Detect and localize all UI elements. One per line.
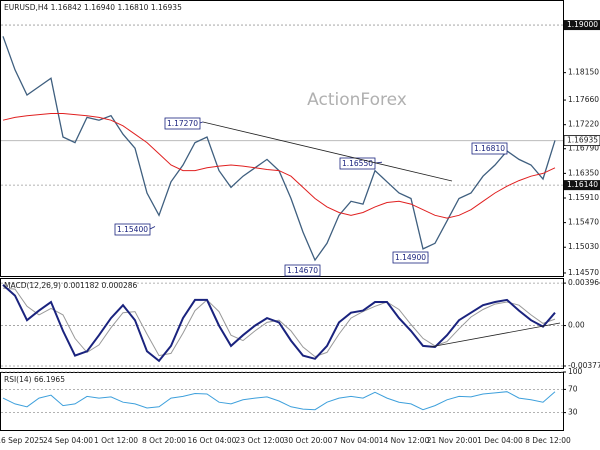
callout-connector — [149, 226, 156, 230]
callout-label: 1.15400 — [117, 225, 148, 234]
level-box — [564, 20, 600, 31]
callout-box — [114, 223, 151, 236]
series-line — [2, 287, 556, 358]
y-tick-label: 1.16790 — [568, 144, 599, 153]
y-tick-label: 1.15470 — [568, 218, 599, 227]
x-tick-label: 30 Oct 20:00 — [284, 436, 333, 445]
panel-title: MACD(12,26,9) 0.001182 0.000286 — [4, 281, 138, 290]
trendline — [429, 322, 561, 348]
x-tick-label: 21 Nov 20:00 — [427, 436, 478, 445]
callout-label: 1.16550 — [342, 159, 373, 168]
callout-label: 1.17270 — [167, 119, 198, 128]
x-tick-label: 7 Nov 04:00 — [333, 436, 379, 445]
x-tick-label: 24 Sep 04:00 — [43, 436, 93, 445]
level-box — [564, 180, 600, 191]
y-tick-label: 1.16350 — [568, 168, 599, 177]
series-line — [2, 284, 556, 363]
y-tick-label: 1.17220 — [568, 120, 599, 129]
x-tick-label: 8 Dec 12:00 — [525, 436, 571, 445]
series-line — [2, 391, 556, 411]
x-tick-label: 1 Oct 12:00 — [94, 436, 138, 445]
panel-title: RSI(14) 66.1965 — [4, 375, 65, 384]
callout-box — [164, 117, 201, 130]
current-price-box — [563, 135, 600, 147]
x-tick-label: 14 Nov 12:00 — [379, 436, 430, 445]
x-tick-label: 1 Dec 04:00 — [477, 436, 523, 445]
y-tick-label: 70 — [568, 384, 578, 393]
panel-frame — [0, 372, 564, 431]
level-label: 1.19000 — [567, 20, 598, 29]
y-tick-label: 1.15030 — [568, 242, 599, 251]
y-tick-label: 1.17660 — [568, 95, 599, 104]
callout-connector — [199, 121, 204, 124]
y-tick-label: 30 — [568, 408, 578, 417]
y-tick-label: -0.003774 — [568, 361, 600, 370]
panel-title: EURUSD,H4 1.16842 1.16940 1.16810 1.1693… — [4, 3, 182, 12]
callout-box — [392, 251, 429, 264]
panel-frame — [0, 0, 564, 277]
x-tick-label: 16 Oct 04:00 — [188, 436, 237, 445]
y-tick-label: 1.18150 — [568, 68, 599, 77]
trendline — [202, 121, 453, 182]
callout-box — [471, 142, 508, 155]
callout-label: 1.14670 — [287, 266, 318, 275]
y-tick-label: 100 — [568, 367, 583, 376]
x-tick-label: 8 Oct 20:00 — [142, 436, 186, 445]
y-tick-label: 0.003964 — [568, 278, 600, 287]
callout-label: 1.14900 — [395, 253, 426, 262]
callout-box — [284, 264, 321, 277]
y-tick-label: 1.14570 — [568, 268, 599, 277]
y-tick-label: 1.15910 — [568, 193, 599, 202]
y-tick-label: 0.00 — [568, 321, 585, 330]
x-tick-label: 16 Sep 2025 — [0, 436, 44, 445]
callout-box — [339, 157, 376, 170]
watermark: ActionForex — [307, 90, 407, 110]
level-label: 1.16140 — [567, 180, 598, 189]
callout-label: 1.16810 — [474, 144, 505, 153]
current-price-label: 1.16935 — [567, 136, 598, 145]
series-line — [2, 113, 556, 219]
x-tick-label: 23 Oct 12:00 — [236, 436, 285, 445]
